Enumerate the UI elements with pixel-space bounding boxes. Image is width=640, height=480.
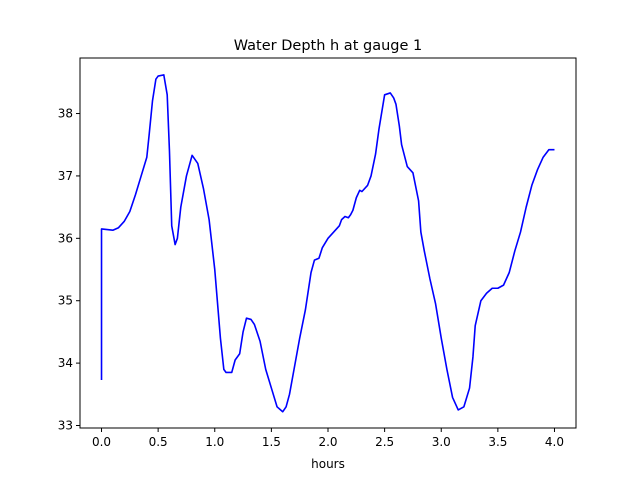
x-tick-label: 0.0: [92, 435, 111, 449]
y-tick-label: 38: [58, 107, 73, 121]
plot-frame: [79, 57, 577, 429]
x-tick-label: 1.5: [262, 435, 281, 449]
series-line-1: [100, 74, 555, 413]
x-tick-label: 0.5: [149, 435, 168, 449]
y-tick-label: 37: [58, 169, 73, 183]
y-tick-label: 33: [58, 419, 73, 433]
x-tick-label: 2.0: [318, 435, 337, 449]
y-tick-label: 36: [58, 231, 73, 245]
x-tick-label: 3.0: [432, 435, 451, 449]
x-axis: 0.0 0.5 1.0 1.5 2.0 2.5 3.0 3.5 4.0: [92, 428, 564, 449]
x-tick-label: 4.0: [545, 435, 564, 449]
y-axis: 33 34 35 36 37 38: [58, 107, 80, 433]
x-axis-label: hours: [311, 457, 345, 471]
plot-area: [100, 74, 555, 413]
x-tick-label: 1.0: [205, 435, 224, 449]
y-tick-label: 35: [58, 294, 73, 308]
x-tick-label: 3.5: [488, 435, 507, 449]
x-tick-label: 2.5: [375, 435, 394, 449]
chart-title: Water Depth h at gauge 1: [234, 38, 422, 54]
y-tick-label: 34: [58, 356, 73, 370]
